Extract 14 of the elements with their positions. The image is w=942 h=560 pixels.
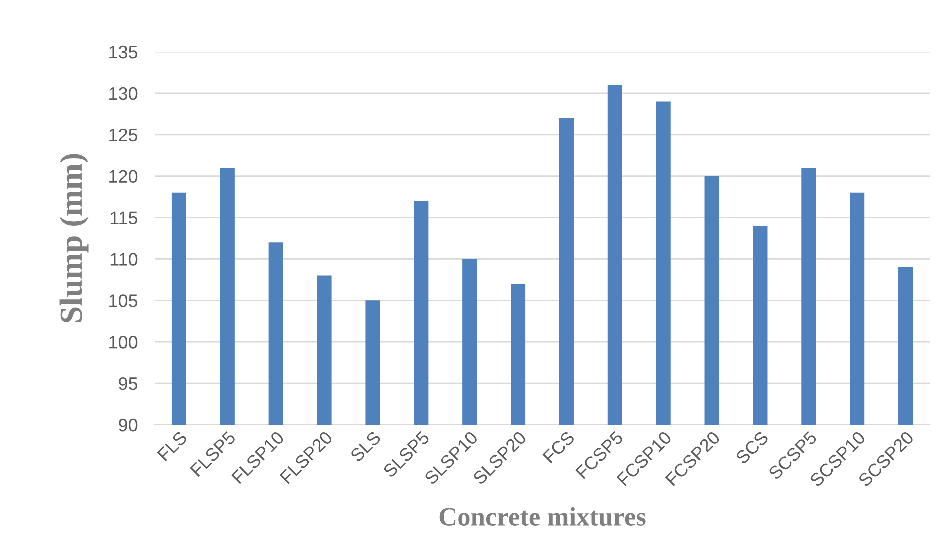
y-tick-label: 120 xyxy=(110,170,138,184)
y-tick-label: 135 xyxy=(110,46,138,59)
y-tick-label: 110 xyxy=(110,253,138,266)
y-axis-title: Slump (mm) xyxy=(60,154,89,322)
y-tick-label: 105 xyxy=(110,294,138,308)
x-tick-label: SLS xyxy=(350,430,382,463)
x-axis-title: Concrete mixtures xyxy=(440,507,646,526)
x-tick-label: FLS xyxy=(157,430,188,462)
y-tick-label: 95 xyxy=(119,377,138,390)
y-tick-label: 90 xyxy=(119,418,138,432)
y-tick-label: 100 xyxy=(110,336,138,349)
y-tick-label: 130 xyxy=(110,87,138,100)
y-tick-label: 125 xyxy=(110,128,138,142)
y-tick-label: 115 xyxy=(110,212,138,224)
